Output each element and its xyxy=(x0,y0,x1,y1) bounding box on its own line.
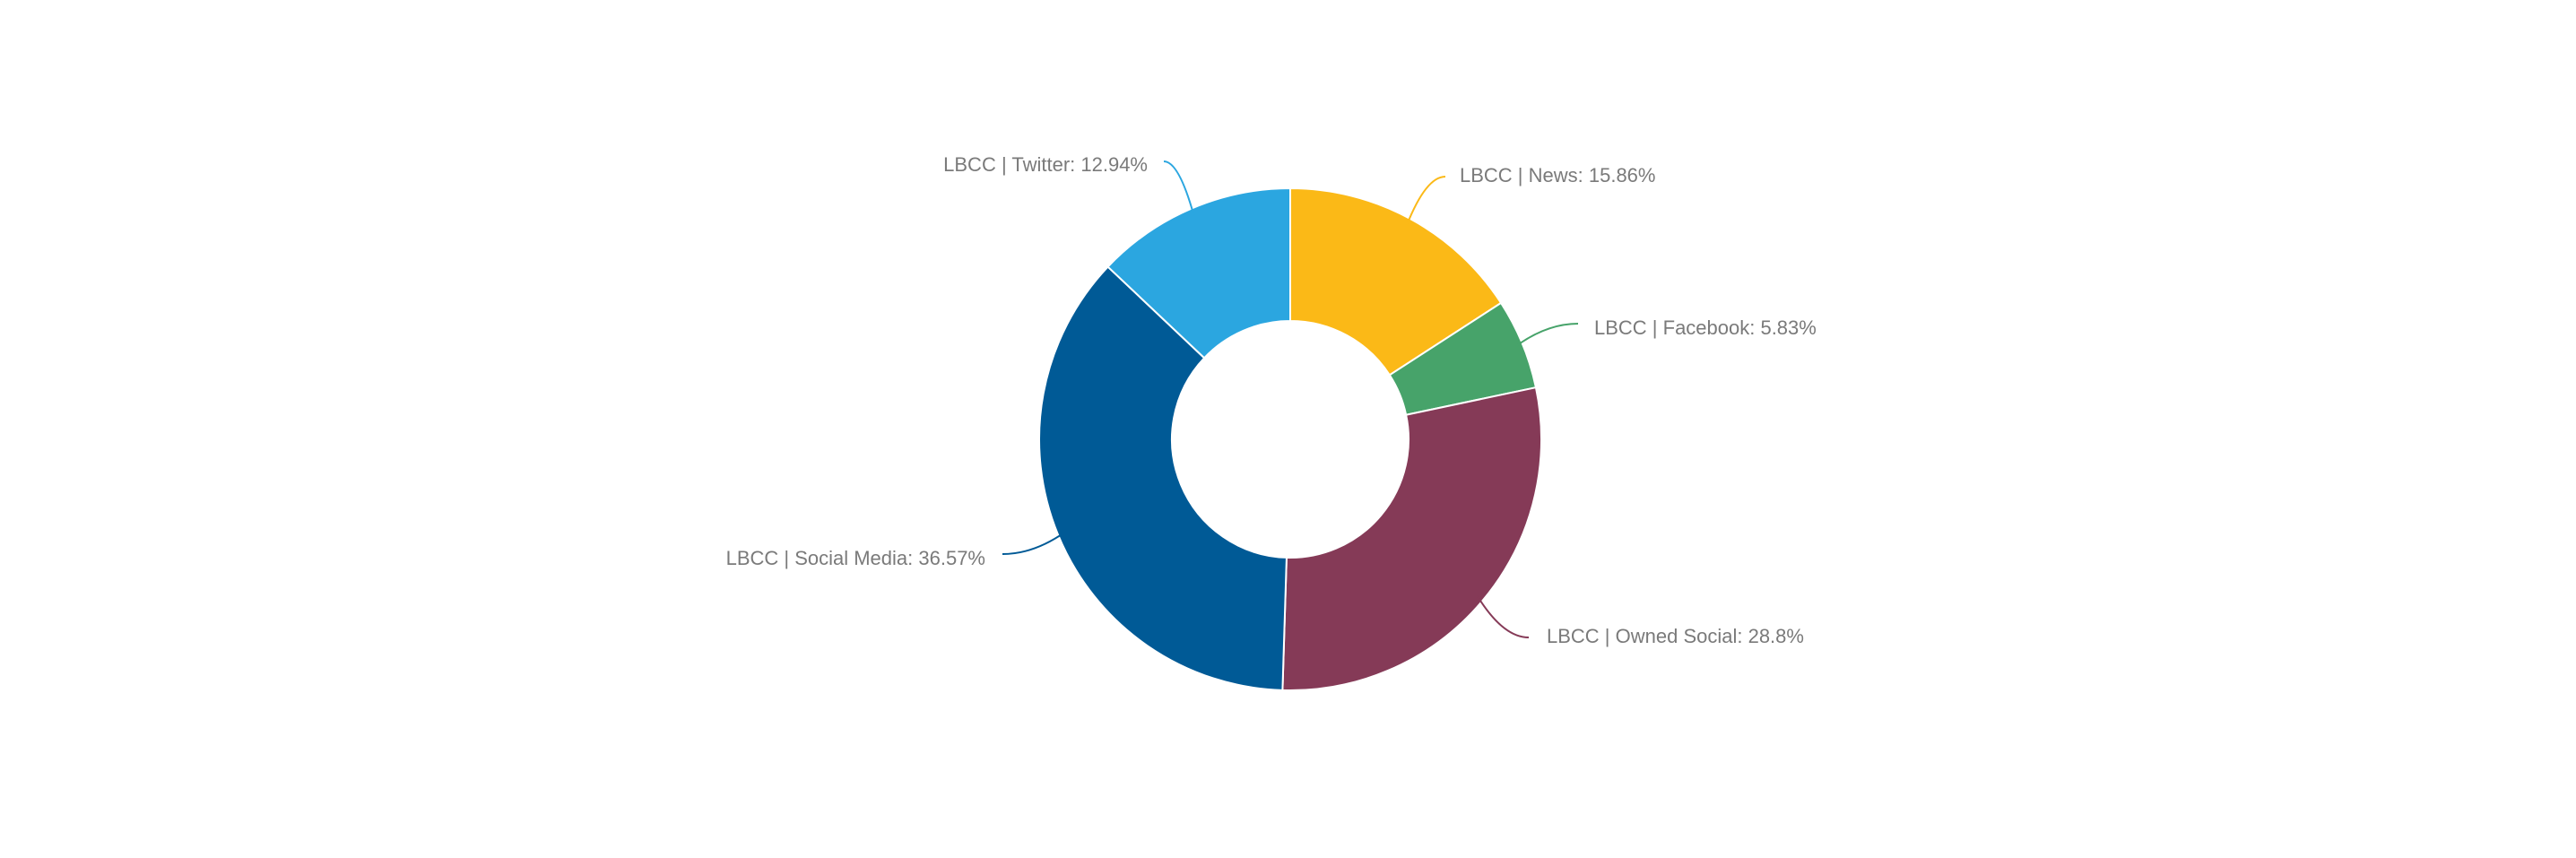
connector-lbcc-twitter xyxy=(1163,160,1195,216)
connectors-group xyxy=(1002,160,1579,638)
labels-group: LBCC | News: 15.86% LBCC | Facebook: 5.83… xyxy=(726,153,1817,647)
connector-lbcc-owned-social xyxy=(1476,595,1530,638)
label-lbcc-facebook: LBCC | Facebook: 5.83% xyxy=(1594,316,1817,339)
slice-lbcc-owned-social[interactable] xyxy=(1281,386,1542,691)
slice-lbcc-news[interactable] xyxy=(1289,186,1503,377)
label-lbcc-owned-social: LBCC | Owned Social: 28.8% xyxy=(1547,625,1804,647)
label-lbcc-news: LBCC | News: 15.86% xyxy=(1460,164,1655,186)
slice-lbcc-social-media[interactable] xyxy=(1038,265,1288,691)
connector-lbcc-news xyxy=(1406,176,1446,226)
slices-group xyxy=(1038,186,1542,691)
connector-lbcc-social-media xyxy=(1002,531,1066,555)
label-lbcc-twitter: LBCC | Twitter: 12.94% xyxy=(943,153,1148,176)
slice-lbcc-twitter[interactable] xyxy=(1106,186,1291,360)
connector-lbcc-facebook xyxy=(1514,323,1579,348)
label-lbcc-social-media: LBCC | Social Media: 36.57% xyxy=(726,547,985,569)
